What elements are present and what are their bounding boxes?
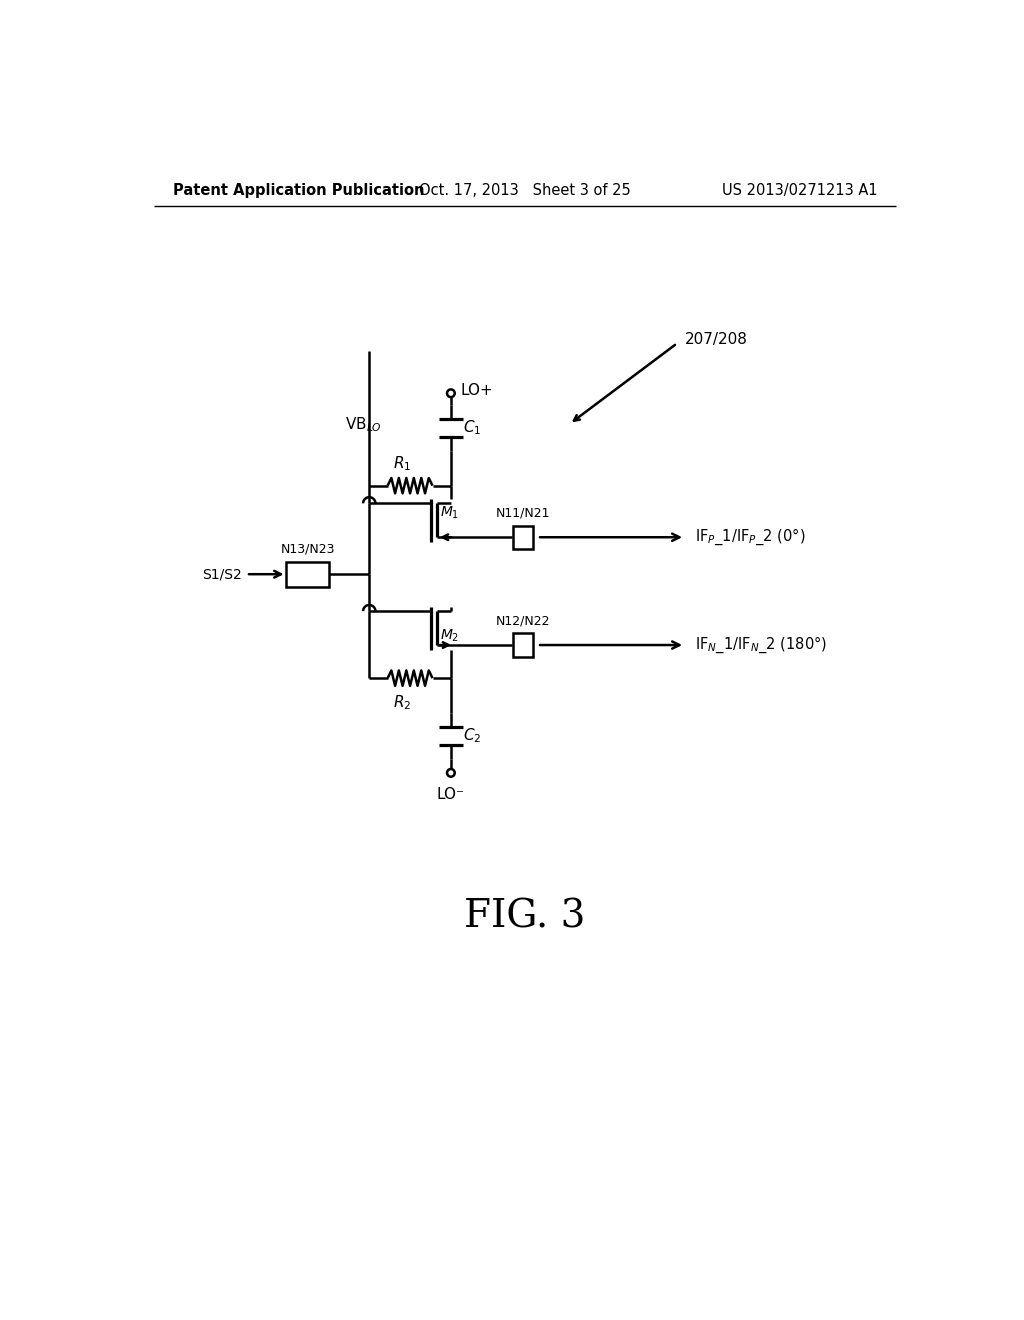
Text: 207/208: 207/208 [685,331,748,347]
Text: LO+: LO+ [460,383,493,399]
Text: S1/S2: S1/S2 [203,568,243,581]
Bar [513,525,534,549]
Text: $C_1$: $C_1$ [463,418,481,437]
Text: $R_1$: $R_1$ [393,454,412,474]
Text: LO⁻: LO⁻ [437,787,465,801]
Text: FIG. 3: FIG. 3 [464,899,586,936]
Text: $M_2$: $M_2$ [440,627,460,644]
Text: Patent Application Publication: Patent Application Publication [173,183,424,198]
Text: $M_1$: $M_1$ [440,504,460,521]
Text: IF$_P$_1/IF$_P$_2 (0°): IF$_P$_1/IF$_P$_2 (0°) [695,527,806,548]
Bar [513,634,534,656]
Text: VB$_{LO}$: VB$_{LO}$ [345,416,382,434]
Text: Oct. 17, 2013   Sheet 3 of 25: Oct. 17, 2013 Sheet 3 of 25 [419,183,631,198]
Text: US 2013/0271213 A1: US 2013/0271213 A1 [722,183,878,198]
Text: N12/N22: N12/N22 [496,614,551,627]
Text: $C_2$: $C_2$ [463,726,481,746]
Text: N11/N21: N11/N21 [496,507,551,520]
Bar [287,562,329,586]
Text: $R_2$: $R_2$ [393,693,412,713]
Text: N13/N23: N13/N23 [281,543,335,556]
Text: IF$_N$_1/IF$_N$_2 (180°): IF$_N$_1/IF$_N$_2 (180°) [695,635,827,655]
